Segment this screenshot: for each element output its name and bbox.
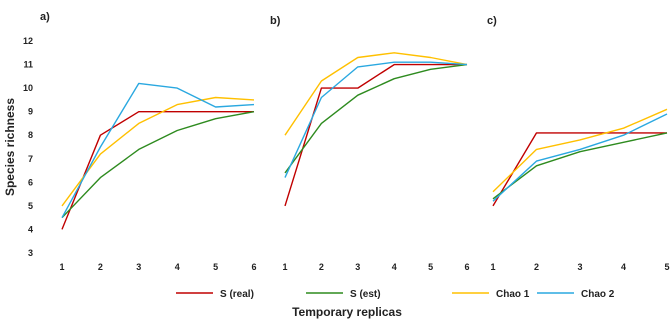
legend-item: S (est) [306, 289, 381, 300]
panel-label: a) [40, 11, 50, 23]
y-axis-label: Species richness [3, 98, 17, 196]
legend-label: Chao 2 [581, 289, 615, 300]
series-line-chao-2 [492, 113, 668, 202]
y-tick-label: 3 [28, 248, 33, 258]
x-tick-label: 3 [577, 262, 582, 272]
series-line-chao-1 [61, 96, 255, 207]
series-line-s-real [61, 110, 254, 230]
y-tick-label: 9 [28, 107, 33, 117]
legend-label: S (est) [350, 289, 381, 300]
panel-2: b) 1 2 3 4 5 6 [270, 15, 470, 272]
legend-item: S (real) [176, 289, 254, 300]
y-tick-label: 11 [23, 60, 33, 70]
x-tick-label: 2 [534, 262, 539, 272]
panel-1: a) 1 2 3 4 5 6 [40, 11, 257, 272]
x-tick-label: 2 [98, 262, 103, 272]
series-line-s-est [492, 132, 668, 200]
x-tick-label: 6 [464, 262, 469, 272]
series-line-s-real [492, 132, 667, 207]
x-tick-label: 2 [319, 262, 324, 272]
x-tick-label: 1 [282, 262, 287, 272]
x-tick-label: 5 [664, 262, 669, 272]
legend-label: S (real) [220, 289, 254, 300]
series-line-chao-2 [284, 61, 468, 178]
y-tick-label: 4 [28, 224, 33, 234]
panel-3: c) 1 2 3 4 5 [487, 15, 670, 272]
x-tick-label: 3 [136, 262, 141, 272]
series-line-s-est [284, 63, 468, 174]
x-tick-label: 4 [621, 262, 626, 272]
series-line-chao-2 [61, 82, 255, 219]
legend: S (real) S (est) Chao 1 Chao 2 [176, 289, 615, 300]
panel-label: c) [487, 15, 497, 27]
y-tick-label: 5 [28, 201, 33, 211]
y-tick-label: 10 [23, 83, 33, 93]
x-tick-label: 5 [428, 262, 433, 272]
series-line-chao-1 [492, 108, 668, 193]
legend-item: Chao 1 [452, 289, 530, 300]
legend-item: Chao 2 [537, 289, 615, 300]
x-tick-label: 4 [392, 262, 397, 272]
x-tick-label: 5 [213, 262, 218, 272]
x-axis-label: Temporary replicas [292, 305, 402, 319]
series-line-chao-1 [284, 52, 468, 136]
y-tick-label: 6 [28, 177, 33, 187]
series-line-s-est [61, 111, 255, 219]
y-tick-label: 7 [28, 154, 33, 164]
y-tick-label: 8 [28, 130, 33, 140]
legend-label: Chao 1 [496, 289, 530, 300]
series-line-s-real [284, 63, 467, 207]
x-tick-label: 4 [175, 262, 180, 272]
x-tick-label: 1 [490, 262, 495, 272]
panel-label: b) [270, 15, 281, 27]
x-tick-label: 6 [251, 262, 256, 272]
x-tick-label: 3 [355, 262, 360, 272]
x-tick-label: 1 [59, 262, 64, 272]
y-tick-label: 12 [23, 36, 33, 46]
